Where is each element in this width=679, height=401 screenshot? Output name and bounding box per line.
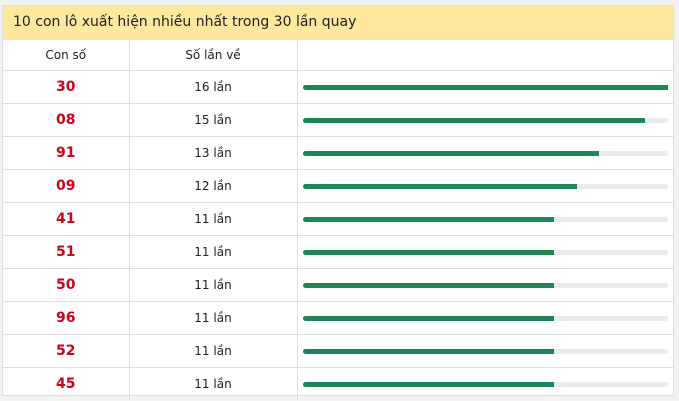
lottery-number: 41 <box>3 202 130 236</box>
progress-track <box>302 315 668 321</box>
frequency-bar-cell <box>296 103 673 137</box>
table-row: 51 11 lần <box>3 235 673 269</box>
progress-track <box>302 183 668 189</box>
progress-track <box>302 282 668 288</box>
progress-track <box>302 249 668 255</box>
table-row: 50 11 lần <box>3 268 673 302</box>
progress-fill <box>302 348 554 354</box>
count-label: 11 lần <box>128 334 298 368</box>
frequency-table: Con số Số lần về 30 16 lần 08 15 lần 91 … <box>3 40 673 400</box>
frequency-bar-cell <box>296 202 673 236</box>
column-header-bar <box>296 40 673 71</box>
progress-fill <box>302 282 554 288</box>
progress-fill <box>302 183 577 189</box>
table-row: 52 11 lần <box>3 334 673 368</box>
lottery-number: 52 <box>3 334 130 368</box>
panel-title: 10 con lô xuất hiện nhiều nhất trong 30 … <box>3 6 673 40</box>
progress-track <box>302 84 668 90</box>
progress-fill <box>302 84 668 90</box>
progress-fill <box>302 150 600 156</box>
table-row: 41 11 lần <box>3 202 673 236</box>
frequency-bar-cell <box>296 169 673 203</box>
frequency-bar-cell <box>296 334 673 368</box>
lottery-number: 91 <box>3 136 130 170</box>
progress-track <box>302 381 668 387</box>
lottery-number: 09 <box>3 169 130 203</box>
progress-fill <box>302 249 554 255</box>
lottery-number: 50 <box>3 268 130 302</box>
lottery-number: 08 <box>3 103 130 137</box>
lottery-number: 45 <box>3 367 130 400</box>
progress-track <box>302 216 668 222</box>
count-label: 11 lần <box>128 235 298 269</box>
lottery-number: 96 <box>3 301 130 335</box>
count-label: 11 lần <box>128 367 298 400</box>
lottery-number: 51 <box>3 235 130 269</box>
count-label: 12 lần <box>128 169 298 203</box>
table-header-row: Con số Số lần về <box>3 40 673 71</box>
progress-fill <box>302 381 554 387</box>
progress-track <box>302 348 668 354</box>
count-label: 11 lần <box>128 301 298 335</box>
table-row: 30 16 lần <box>3 70 673 104</box>
frequency-bar-cell <box>296 136 673 170</box>
table-row: 45 11 lần <box>3 367 673 400</box>
column-header-number: Con số <box>3 40 130 71</box>
progress-fill <box>302 117 646 123</box>
count-label: 16 lần <box>128 70 298 104</box>
frequency-bar-cell <box>296 301 673 335</box>
table-row: 91 13 lần <box>3 136 673 170</box>
progress-track <box>302 150 668 156</box>
count-label: 13 lần <box>128 136 298 170</box>
frequency-panel: 10 con lô xuất hiện nhiều nhất trong 30 … <box>2 5 674 400</box>
frequency-bar-cell <box>296 70 673 104</box>
lottery-number: 30 <box>3 70 130 104</box>
frequency-bar-cell <box>296 268 673 302</box>
progress-track <box>302 117 668 123</box>
column-header-count: Số lần về <box>128 40 298 71</box>
count-label: 11 lần <box>128 268 298 302</box>
frequency-bar-cell <box>296 367 673 400</box>
table-row: 96 11 lần <box>3 301 673 335</box>
frequency-bar-cell <box>296 235 673 269</box>
count-label: 11 lần <box>128 202 298 236</box>
count-label: 15 lần <box>128 103 298 137</box>
progress-fill <box>302 216 554 222</box>
table-row: 09 12 lần <box>3 169 673 203</box>
table-row: 08 15 lần <box>3 103 673 137</box>
progress-fill <box>302 315 554 321</box>
